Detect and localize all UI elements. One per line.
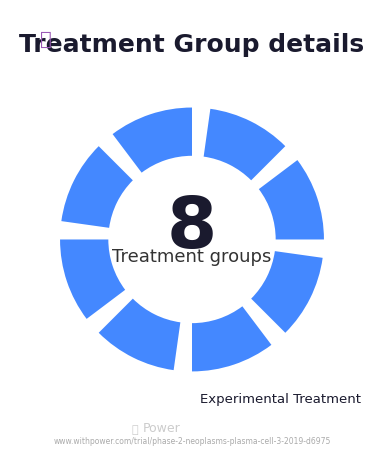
Text: Treatment groups: Treatment groups	[112, 248, 272, 266]
Text: Experimental Treatment: Experimental Treatment	[200, 393, 361, 406]
Wedge shape	[60, 239, 125, 319]
Wedge shape	[259, 160, 324, 239]
Wedge shape	[251, 251, 323, 333]
Wedge shape	[204, 109, 285, 180]
Text: 8: 8	[167, 194, 217, 263]
Wedge shape	[192, 306, 271, 372]
Text: www.withpower.com/trial/phase-2-neoplasms-plasma-cell-3-2019-d6975: www.withpower.com/trial/phase-2-neoplasm…	[53, 438, 331, 446]
Wedge shape	[113, 107, 192, 173]
Wedge shape	[99, 299, 180, 370]
Text: 👥: 👥	[40, 30, 52, 49]
Text: Power: Power	[142, 422, 180, 435]
Wedge shape	[61, 146, 133, 228]
Text: 🔰: 🔰	[131, 425, 138, 435]
Text: Treatment Group details: Treatment Group details	[20, 33, 364, 57]
